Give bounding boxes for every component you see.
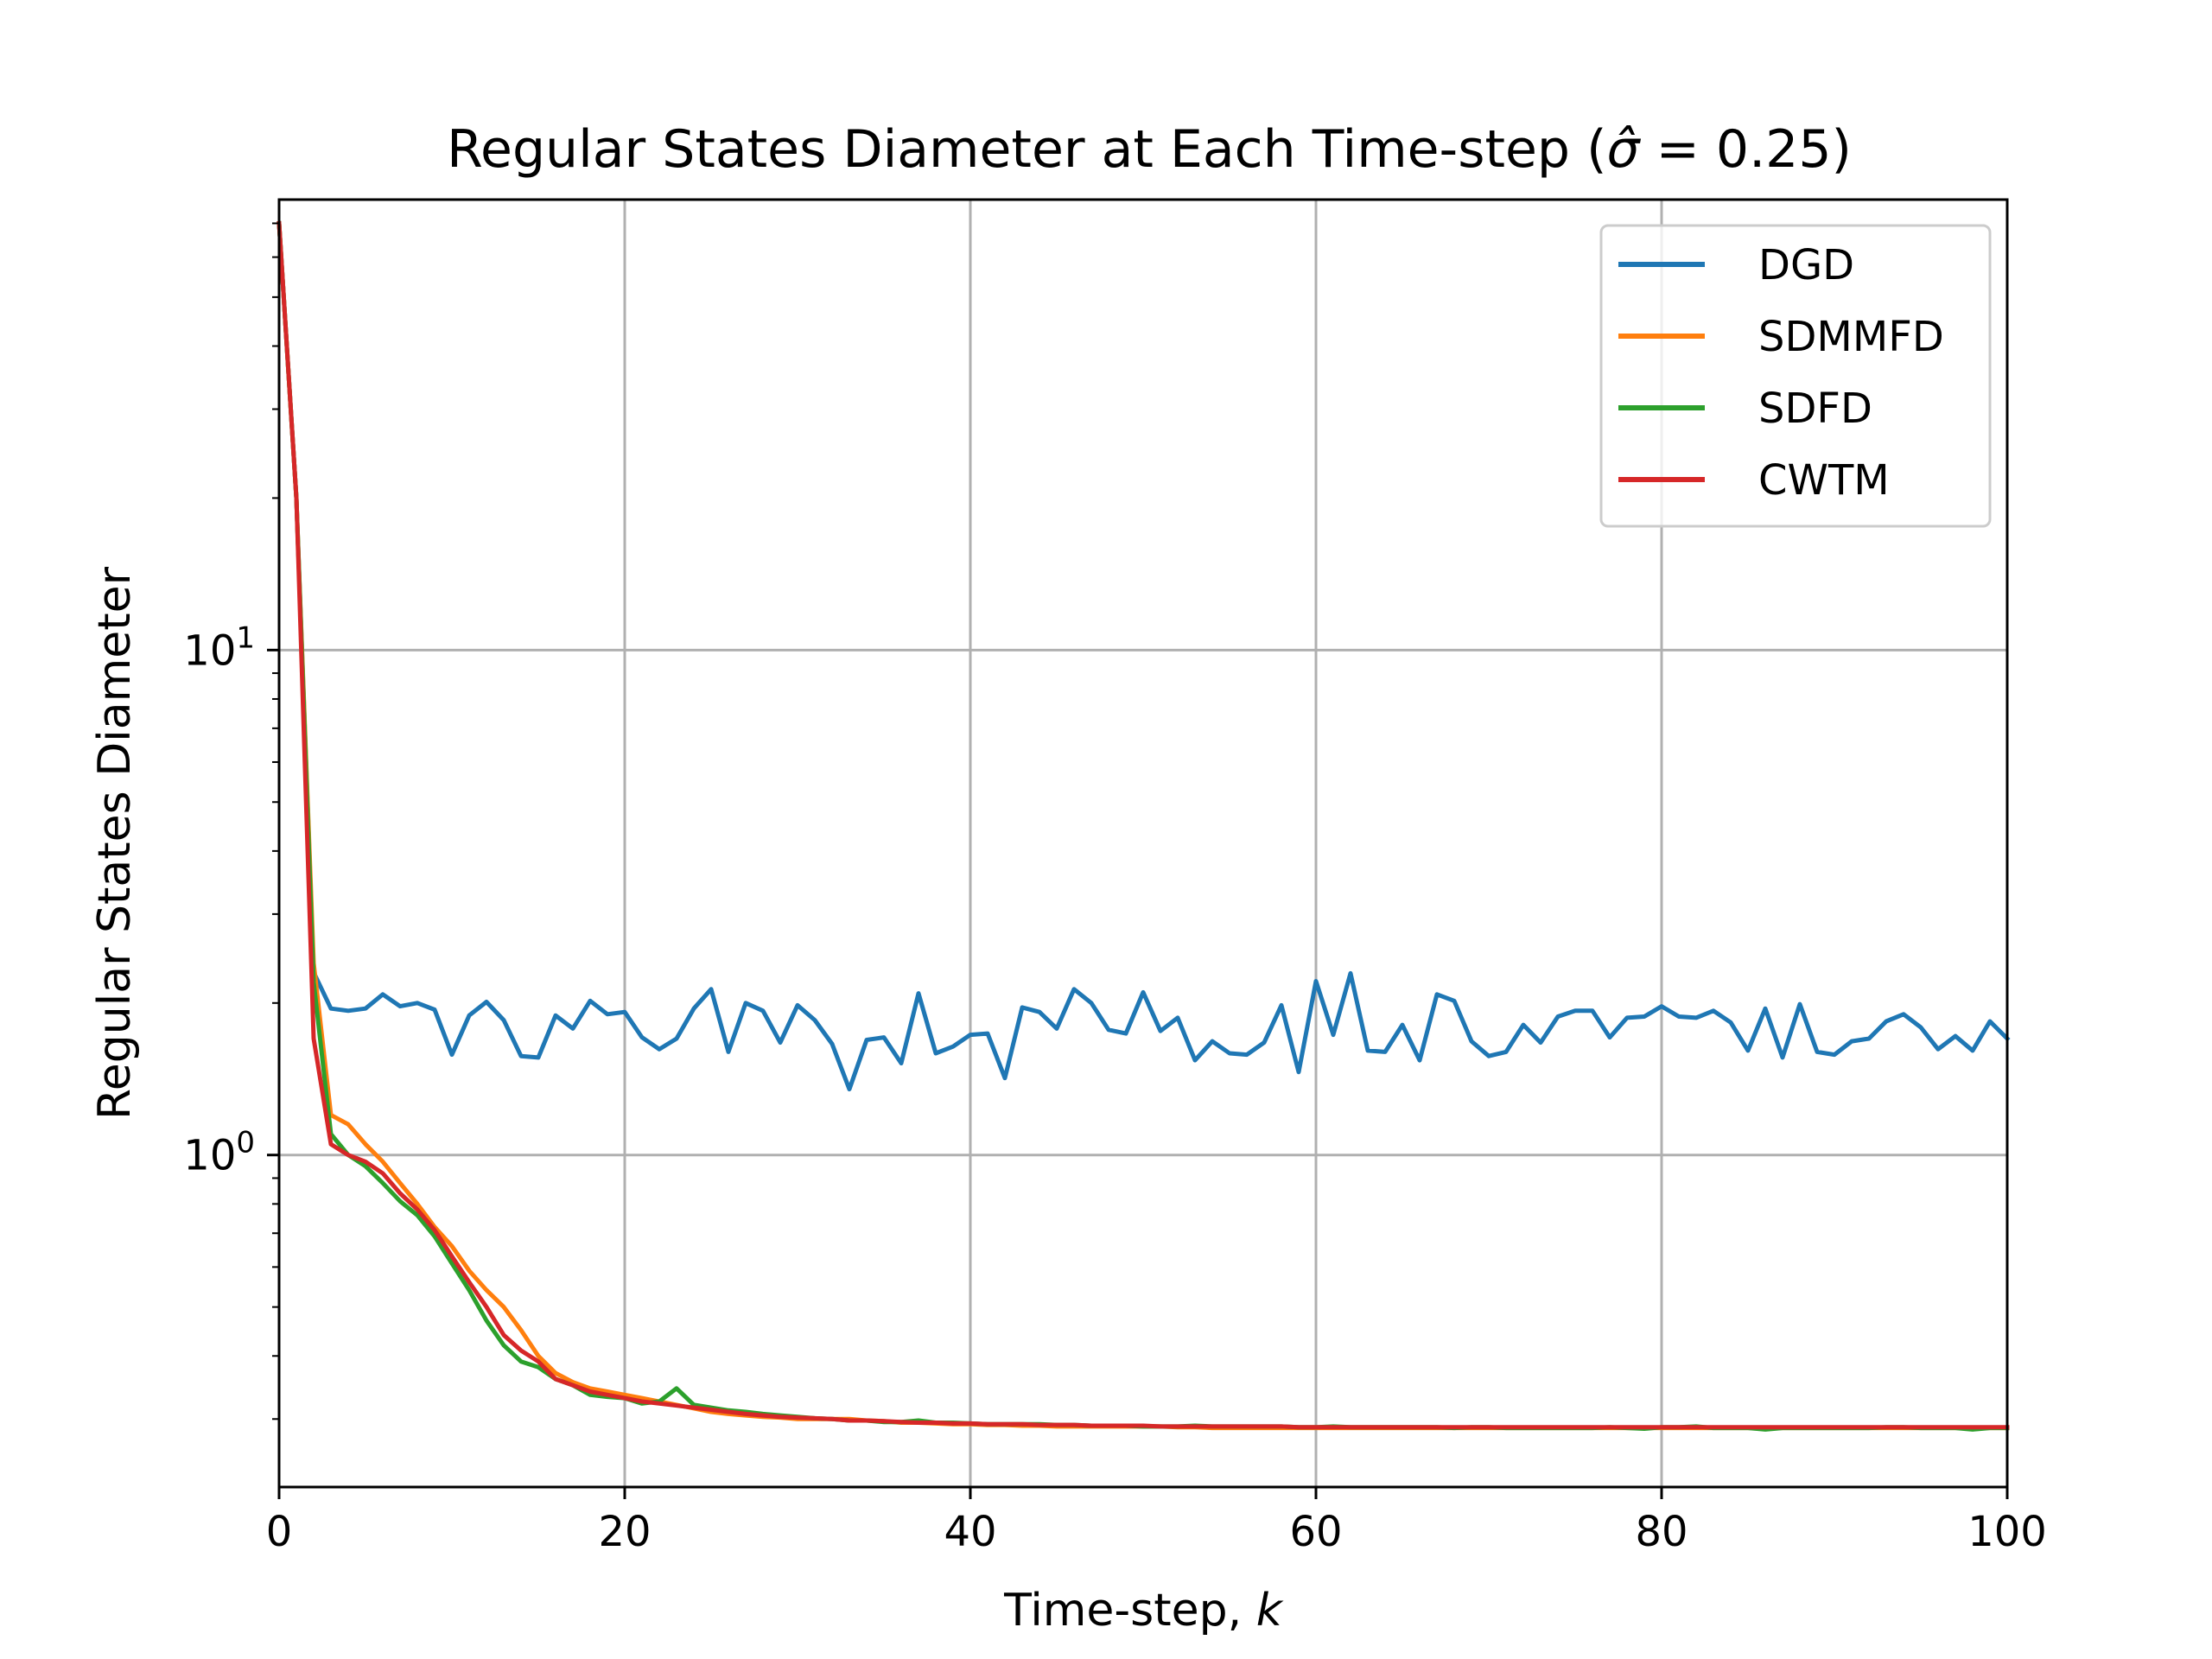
plot-frame (277, 198, 2009, 1489)
title-main: Regular States Diameter at Each Time-ste… (447, 119, 1606, 180)
x-tick-label-60: 60 (1289, 1508, 1342, 1556)
axis-ticks: 0 20 40 60 80 100 100 101 (183, 222, 2047, 1556)
x-tick-label-100: 100 (1967, 1508, 2047, 1556)
legend-label-sdmmfd: SDMMFD (1758, 313, 1944, 361)
legend-box (1599, 224, 1992, 528)
y-axis-label: Regular States Diameter (89, 566, 141, 1120)
series-lines (276, 220, 2011, 1432)
x-axis-label: Time-step, k (1003, 1585, 1284, 1637)
series-line-dgd (276, 220, 2011, 1092)
y-tick-label-10: 101 (183, 620, 255, 675)
series-line-cwtm (276, 220, 2010, 1430)
legend-label-cwtm: CWTM (1758, 456, 1890, 505)
legend-label-dgd: DGD (1758, 241, 1854, 289)
x-tick-label-80: 80 (1635, 1508, 1688, 1556)
x-axis-label-text: Time-step, (1003, 1585, 1256, 1637)
title-sigma-hat: σ̂ (1606, 119, 1641, 180)
legend-label-sdfd: SDFD (1758, 385, 1872, 433)
chart-title: Regular States Diameter at Each Time-ste… (447, 119, 1852, 180)
x-tick-label-0: 0 (266, 1508, 293, 1556)
legend: DGD SDMMFD SDFD CWTM (1599, 224, 1992, 528)
x-tick-label-20: 20 (598, 1508, 651, 1556)
x-tick-label-40: 40 (944, 1508, 996, 1556)
title-tail: = 0.25) (1640, 119, 1852, 180)
x-axis-label-var: k (1256, 1585, 1284, 1637)
y-tick-label-1: 100 (183, 1126, 255, 1180)
